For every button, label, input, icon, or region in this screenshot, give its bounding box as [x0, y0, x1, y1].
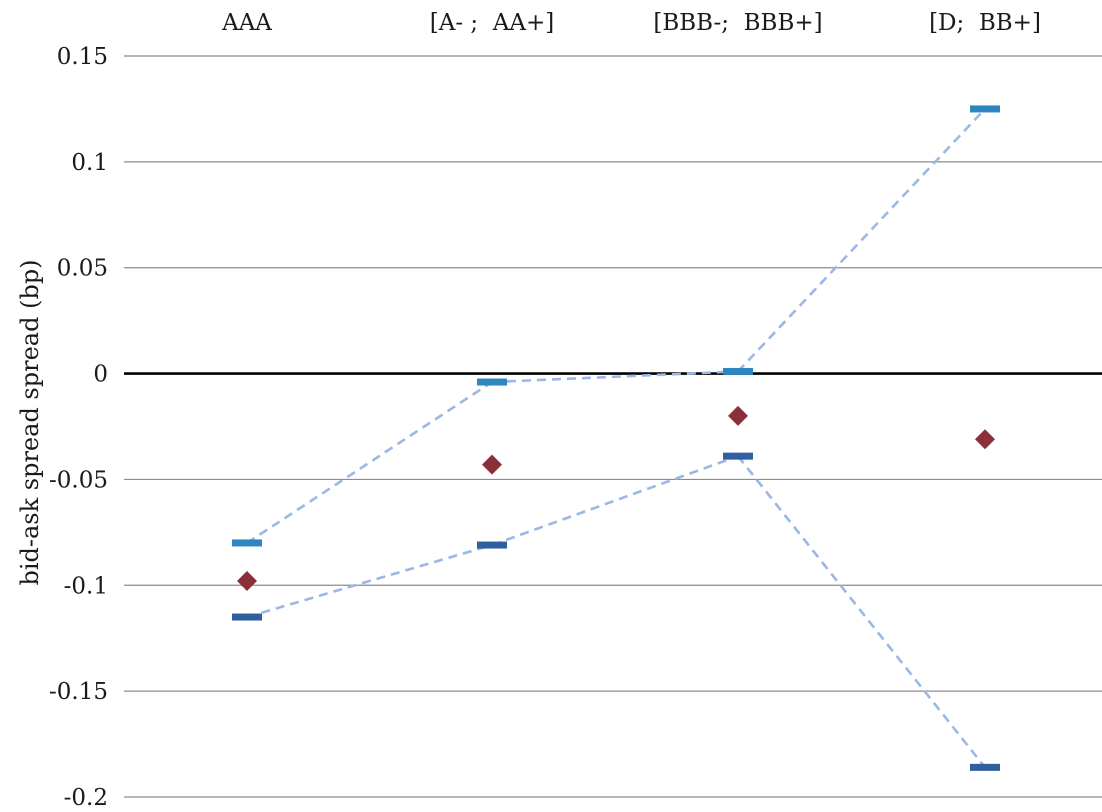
y-axis-tick-labels: 0.15 0.1 0.05 0 -0.05 -0.1 -0.15 -0.2 [49, 44, 108, 811]
point-diamond-marker [728, 405, 748, 426]
connector-line [736, 455, 987, 769]
connector-line [491, 370, 739, 384]
y-tick-label: 0.15 [57, 44, 108, 70]
lower-bar-marker [477, 541, 507, 549]
upper-bar-marker [723, 367, 753, 375]
data-markers [232, 105, 1000, 771]
upper-bar-marker [477, 378, 507, 386]
connector-line [491, 454, 739, 547]
category-label: [BBB-; BBB+] [653, 10, 822, 36]
lower-bar-marker [970, 763, 1000, 771]
y-tick-label: 0.05 [57, 256, 108, 282]
category-label: AAA [221, 10, 272, 36]
y-tick-label: -0.15 [49, 679, 108, 705]
lower-bar-marker [723, 452, 753, 460]
gridlines [124, 55, 1102, 798]
upper-bar-marker [970, 105, 1000, 113]
y-tick-label: 0 [93, 362, 108, 388]
category-labels: AAA [A- ; AA+] [BBB-; BBB+] [D; BB+] [221, 10, 1041, 36]
upper-bar-marker [232, 539, 262, 547]
y-axis-title: bid-ask spread spread (bp) [16, 259, 44, 585]
connector-line [246, 380, 493, 545]
connector-line [737, 108, 986, 373]
point-diamond-marker [975, 429, 995, 450]
category-label: [A- ; AA+] [430, 10, 555, 36]
point-diamond-marker [482, 454, 502, 475]
y-tick-label: -0.05 [49, 467, 108, 493]
y-tick-label: 0.1 [71, 150, 108, 176]
lower-bar-marker [232, 613, 262, 621]
category-label: [D; BB+] [929, 10, 1041, 36]
y-tick-label: -0.2 [64, 785, 108, 811]
y-tick-label: -0.1 [64, 573, 108, 599]
point-diamond-marker [237, 571, 257, 592]
connector-lines [246, 108, 987, 769]
connector-line [246, 543, 493, 619]
